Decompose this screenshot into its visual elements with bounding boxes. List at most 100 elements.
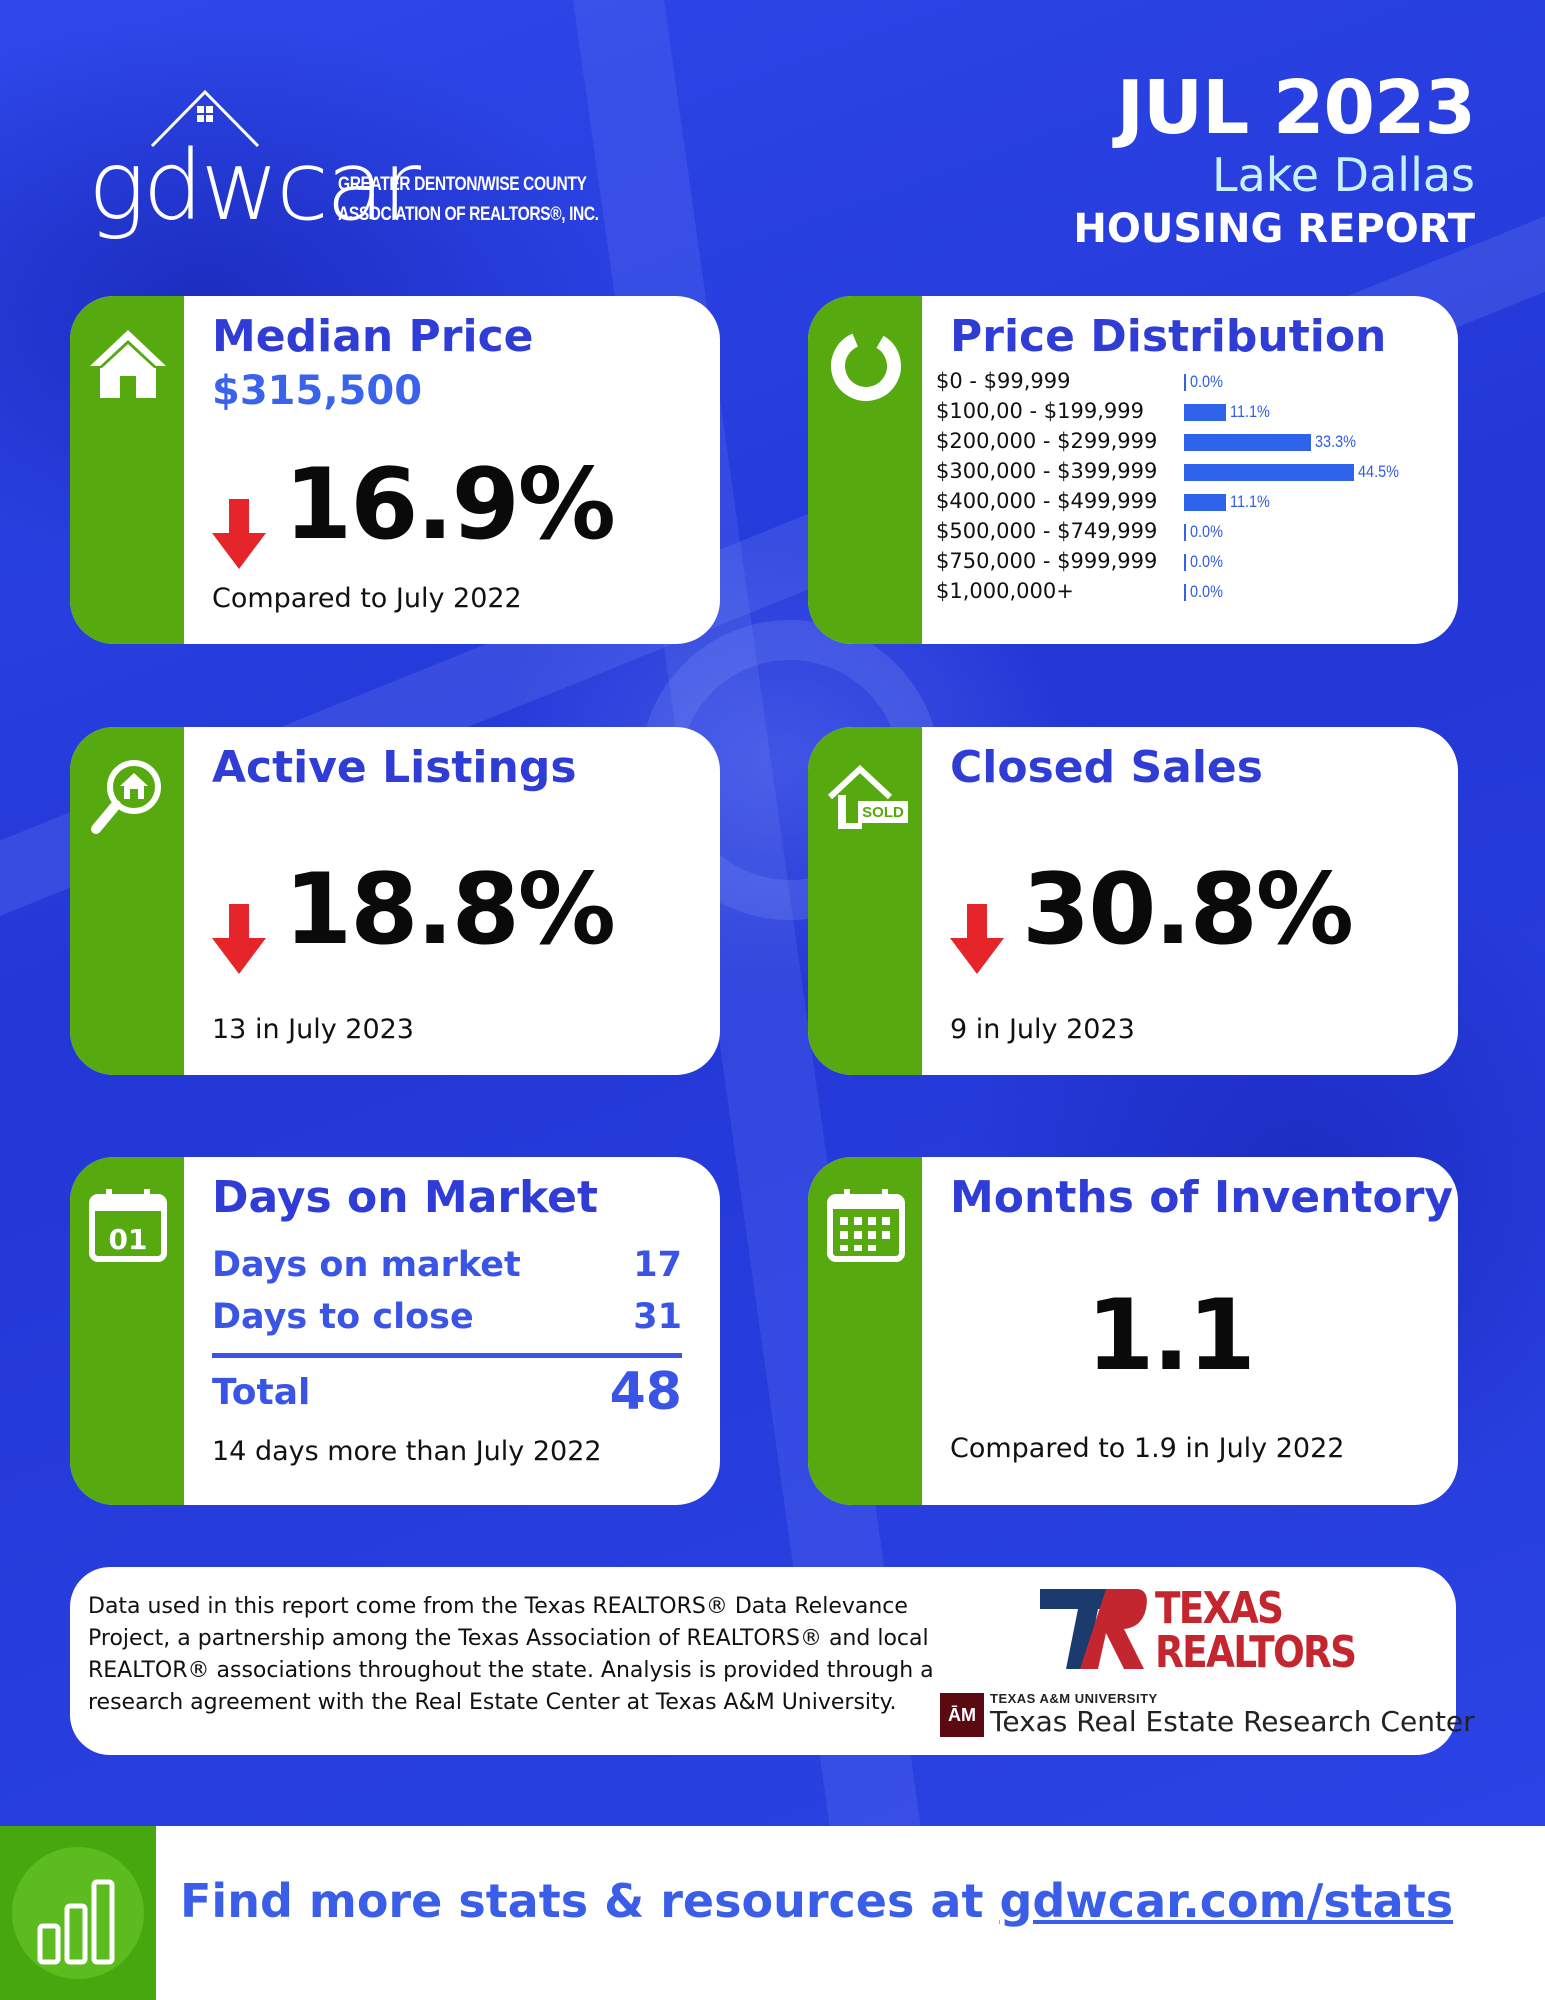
distribution-bar-area: 11.1% <box>1184 396 1444 426</box>
dom-total-value: 48 <box>609 1362 682 1422</box>
median-note: Compared to July 2022 <box>212 582 522 614</box>
distribution-bar-area: 33.3% <box>1184 426 1444 456</box>
card-title: Active Listings <box>212 742 577 793</box>
distribution-label: $200,000 - $299,999 <box>936 429 1158 453</box>
house-icon <box>90 330 166 398</box>
closed-change: 30.8% <box>1022 853 1354 967</box>
calendar-day-icon: 01 <box>89 1189 167 1262</box>
distribution-bar <box>1184 524 1186 541</box>
card-strip <box>808 727 922 1075</box>
distribution-bar <box>1184 404 1226 421</box>
dom-row-close: Days to close 31 <box>212 1291 682 1343</box>
median-price-card: Median Price $315,500 16.9% Compared to … <box>70 296 720 644</box>
distribution-label: $300,000 - $399,999 <box>936 459 1158 483</box>
texas-realtors-text: TEXAS REALTORS <box>1155 1583 1357 1678</box>
bar-chart-icon <box>12 1847 144 1979</box>
distribution-label: $400,000 - $499,999 <box>936 489 1158 513</box>
donut-chart-icon <box>831 331 901 401</box>
data-source-panel: Data used in this report come from the T… <box>70 1567 1475 1755</box>
distribution-row: $0 - $99,999 0.0% <box>936 366 1446 396</box>
dom-total: Total 48 <box>212 1362 682 1422</box>
calendar-day-number: 01 <box>109 1223 148 1256</box>
days-on-market-card: 01 Days on Market Days on market 17 Days … <box>70 1157 720 1505</box>
distribution-value: 0.0% <box>1190 372 1223 391</box>
distribution-bar <box>1184 494 1226 511</box>
distribution-bar <box>1184 584 1186 601</box>
distribution-value: 44.5% <box>1358 462 1399 481</box>
median-change: 16.9% <box>284 448 616 562</box>
price-distribution-chart: $0 - $99,999 0.0% $100,00 - $199,999 11.1% $… <box>936 366 1446 606</box>
dom-row-value: 31 <box>633 1297 682 1337</box>
distribution-value: 33.3% <box>1315 432 1356 451</box>
report-city: Lake Dallas <box>1211 147 1475 202</box>
arrow-down-icon <box>950 903 1004 974</box>
footer-bar: Find more stats & resources at gdwcar.co… <box>0 1826 1545 2000</box>
distribution-value: 11.1% <box>1230 402 1270 421</box>
distribution-row: $200,000 - $299,999 33.3% <box>936 426 1446 456</box>
report-date: JUL 2023 <box>1116 65 1476 151</box>
distribution-label: $750,000 - $999,999 <box>936 549 1158 573</box>
logo-subtitle: GREATER DENTON/WISE COUNTY ASSOCIATION O… <box>338 170 599 230</box>
distribution-label: $500,000 - $749,999 <box>936 519 1158 543</box>
inventory-value: 1.1 <box>1086 1279 1256 1393</box>
closed-sales-card: SOLD Closed Sales 30.8% 9 in July 2023 <box>808 727 1458 1075</box>
distribution-value: 0.0% <box>1190 552 1223 571</box>
tam-center-name: Texas Real Estate Research Center <box>990 1705 1475 1738</box>
distribution-bar <box>1184 434 1311 451</box>
median-price-value: $315,500 <box>212 368 423 414</box>
distribution-row: $400,000 - $499,999 11.1% <box>936 486 1446 516</box>
tam-mark: ĀM <box>940 1693 984 1737</box>
distribution-bar-area: 0.0% <box>1184 576 1444 606</box>
house-search-icon <box>91 760 161 834</box>
distribution-label: $0 - $99,999 <box>936 369 1071 393</box>
active-change: 18.8% <box>284 853 616 967</box>
texas-realtors-line-2: REALTORS <box>1155 1627 1357 1678</box>
distribution-value: 11.1% <box>1230 492 1270 511</box>
footer-cta: Find more stats & resources at gdwcar.co… <box>180 1874 1453 1928</box>
texas-realtors-line-1: TEXAS <box>1155 1583 1284 1634</box>
logo-wordmark: gdwcar <box>88 130 421 242</box>
calendar-grid-icon <box>827 1189 905 1262</box>
distribution-row: $750,000 - $999,999 0.0% <box>936 546 1446 576</box>
footer-icon-block <box>0 1826 156 2000</box>
price-distribution-card: Price Distribution $0 - $99,999 0.0% $100,… <box>808 296 1458 644</box>
distribution-bar <box>1184 374 1186 391</box>
dom-note: 14 days more than July 2022 <box>212 1436 602 1467</box>
change-row: 18.8% <box>212 853 690 974</box>
active-listings-card: Active Listings 18.8% 13 in July 2023 <box>70 727 720 1075</box>
report-header: JUL 2023 Lake Dallas HOUSING REPORT <box>1073 65 1476 255</box>
change-row: 30.8% <box>950 853 1428 974</box>
arrow-down-icon <box>212 498 266 569</box>
dom-row-value: 17 <box>633 1245 682 1285</box>
card-title: Days on Market <box>212 1172 599 1223</box>
footer-cta-text: Find more stats & resources at <box>180 1874 1000 1928</box>
inventory-note: Compared to 1.9 in July 2022 <box>950 1433 1345 1464</box>
card-title: Months of Inventory <box>950 1172 1454 1223</box>
distribution-bar-area: 0.0% <box>1184 516 1444 546</box>
real-estate-center-logo[interactable]: ĀM TEXAS A&M UNIVERSITY Texas Real Estat… <box>940 1691 1475 1747</box>
report-title: HOUSING REPORT <box>1073 205 1475 252</box>
dom-total-label: Total <box>212 1371 311 1413</box>
distribution-label: $1,000,000+ <box>936 579 1074 603</box>
arrow-down-icon <box>212 903 266 974</box>
data-source-text: Data used in this report come from the T… <box>88 1594 934 1715</box>
active-note: 13 in July 2023 <box>212 1013 414 1045</box>
distribution-label: $100,00 - $199,999 <box>936 399 1144 423</box>
distribution-row: $500,000 - $749,999 0.0% <box>936 516 1446 546</box>
house-roof-icon <box>150 89 260 148</box>
change-row: 16.9% <box>212 448 690 569</box>
months-inventory-card: Months of Inventory 1.1 Compared to 1.9 … <box>808 1157 1458 1505</box>
texas-realtors-mark-icon <box>1040 1589 1147 1669</box>
distribution-row: $1,000,000+ 0.0% <box>936 576 1446 606</box>
dom-row-market: Days on market 17 <box>212 1239 682 1291</box>
gdwcar-logo[interactable]: gdwcar GREATER DENTON/WISE COUNTY ASSOCI… <box>88 88 608 258</box>
tam-university: TEXAS A&M UNIVERSITY <box>990 1691 1158 1706</box>
distribution-bar-area: 0.0% <box>1184 366 1444 396</box>
distribution-bar-area: 44.5% <box>1184 456 1444 486</box>
distribution-row: $100,00 - $199,999 11.1% <box>936 396 1446 426</box>
dom-row-label: Days to close <box>212 1297 474 1337</box>
texas-realtors-logo[interactable]: TEXAS REALTORS <box>1040 1583 1440 1683</box>
distribution-bar <box>1184 554 1186 571</box>
sold-label: SOLD <box>862 804 904 821</box>
stats-link[interactable]: gdwcar.com/stats <box>999 1874 1454 1928</box>
